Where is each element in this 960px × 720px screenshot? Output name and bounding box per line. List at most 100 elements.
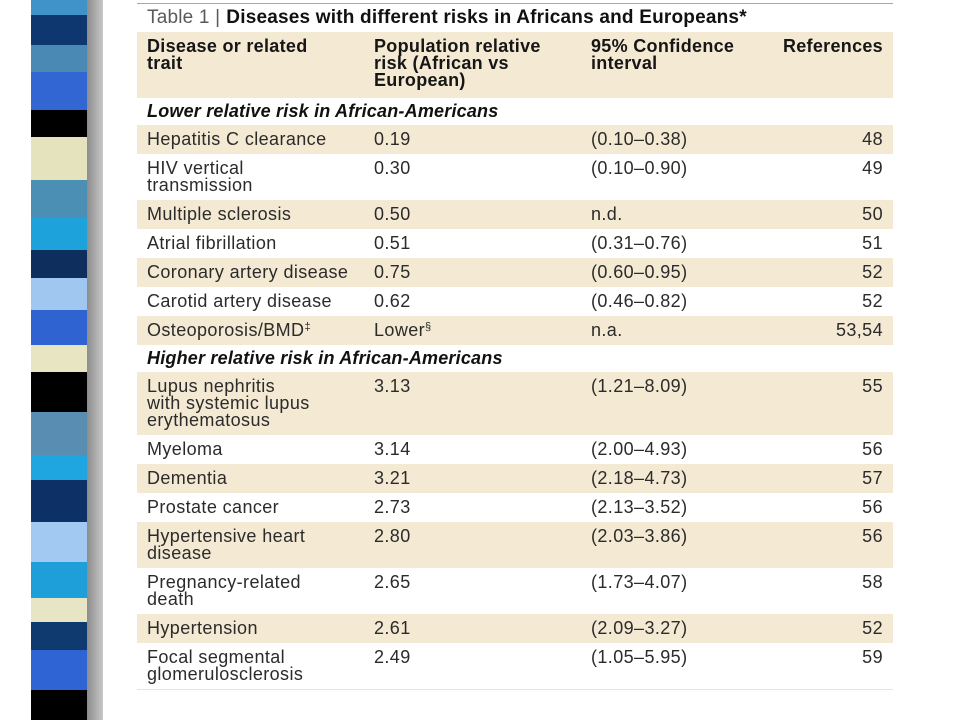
relative-risk-text: 2.80 xyxy=(374,526,411,546)
table-caption: Diseases with different risks in African… xyxy=(226,7,747,28)
cell-relative-risk: 0.19 xyxy=(364,125,581,154)
cell-relative-risk: 2.61 xyxy=(364,614,581,643)
decor-block xyxy=(31,45,87,72)
decor-block xyxy=(31,180,87,218)
table-title: Table 1 | Diseases with different risks i… xyxy=(137,4,893,32)
cell-confidence-interval: (0.10–0.90) xyxy=(591,158,688,178)
relative-risk-text: 0.30 xyxy=(374,158,411,178)
cell-relative-risk: 2.73 xyxy=(364,493,581,522)
decor-block xyxy=(31,562,87,598)
table-row: Carotid artery disease 0.62 (0.46–0.82) 52 xyxy=(137,287,893,316)
table-row: HIV vertical transmission 0.30 (0.10–0.90)… xyxy=(137,154,893,200)
decorative-strip xyxy=(31,0,87,720)
cell-relative-risk: 3.13 xyxy=(364,372,581,435)
cell-confidence-interval: (2.09–3.27) xyxy=(591,618,688,638)
disease-trait-text: Myeloma xyxy=(147,439,223,459)
decor-block xyxy=(31,310,87,345)
cell-relative-risk: 0.75 xyxy=(364,258,581,287)
cell-relative-risk: 0.30 xyxy=(364,154,581,200)
relative-risk-text: 2.65 xyxy=(374,572,411,592)
decor-block xyxy=(31,650,87,690)
decor-block xyxy=(31,72,87,110)
cell-references: 55 xyxy=(862,376,883,396)
disease-trait-text: Hypertension xyxy=(147,618,258,638)
cell-relative-risk: 3.21 xyxy=(364,464,581,493)
decor-block xyxy=(31,0,87,15)
table-row: Pregnancy-related death 2.65 (1.73–4.07) 58 xyxy=(137,568,893,614)
cell-disease-trait: Carotid artery disease xyxy=(137,287,364,316)
cell-confidence-interval: (2.03–3.86) xyxy=(591,526,688,546)
disease-trait-text: Coronary artery disease xyxy=(147,262,349,282)
section-label: Lower relative risk in African-Americans xyxy=(147,101,499,121)
cell-confidence-interval: n.d. xyxy=(591,204,623,224)
decor-block xyxy=(31,372,87,412)
disease-trait-text: Atrial fibrillation xyxy=(147,233,277,253)
decor-block xyxy=(31,455,87,480)
relative-risk-text: 3.21 xyxy=(374,468,411,488)
cell-disease-trait: Atrial fibrillation xyxy=(137,229,364,258)
cell-confidence-interval: (0.31–0.76) xyxy=(591,233,688,253)
table-number-label: Table 1 | xyxy=(147,7,221,28)
cell-disease-trait: Multiple sclerosis xyxy=(137,200,364,229)
footnote-mark: ‡ xyxy=(304,321,311,333)
decor-block xyxy=(31,622,87,650)
cell-disease-trait: Focal segmental glomerulosclerosis xyxy=(137,643,364,689)
relative-risk-text: 2.49 xyxy=(374,647,411,667)
cell-confidence-interval: (2.00–4.93) xyxy=(591,439,688,459)
cell-relative-risk: Lower§ xyxy=(364,316,581,345)
table-row: Hypertensive heart disease 2.80 (2.03–3.86… xyxy=(137,522,893,568)
section-header-row: Lower relative risk in African-Americans xyxy=(137,98,893,125)
disease-trait-text: Carotid artery disease xyxy=(147,291,332,311)
header-references: References xyxy=(782,36,883,56)
cell-references: 57 xyxy=(862,468,883,488)
cell-disease-trait: Lupus nephritis with systemic lupus eryt… xyxy=(137,372,364,435)
cell-references: 52 xyxy=(862,262,883,282)
cell-relative-risk: 3.14 xyxy=(364,435,581,464)
decor-block xyxy=(31,690,87,720)
decor-block xyxy=(31,278,87,310)
cell-references: 52 xyxy=(862,291,883,311)
cell-references: 51 xyxy=(862,233,883,253)
cell-relative-risk: 2.49 xyxy=(364,643,581,689)
table-row: Atrial fibrillation 0.51 (0.31–0.76) 51 xyxy=(137,229,893,258)
table-row: Prostate cancer 2.73 (2.13–3.52) 56 xyxy=(137,493,893,522)
cell-confidence-interval: (1.21–8.09) xyxy=(591,376,688,396)
cell-relative-risk: 0.51 xyxy=(364,229,581,258)
header-confidence-interval: 95% Confidence interval xyxy=(591,36,735,73)
decor-block xyxy=(31,250,87,278)
relative-risk-text: 0.75 xyxy=(374,262,411,282)
cell-disease-trait: Osteoporosis/BMD‡ xyxy=(137,316,364,345)
table-row: Osteoporosis/BMD‡ Lower§ n.a. 53,54 xyxy=(137,316,893,345)
cell-confidence-interval: n.a. xyxy=(591,320,623,340)
cell-disease-trait: HIV vertical transmission xyxy=(137,154,364,200)
relative-risk-text: 0.19 xyxy=(374,129,411,149)
cell-disease-trait: Dementia xyxy=(137,464,364,493)
decor-block xyxy=(31,480,87,522)
header-relative-risk: Population relative risk (African vs Eur… xyxy=(374,36,541,90)
disease-trait-text: Focal segmental glomerulosclerosis xyxy=(147,647,304,684)
cell-disease-trait: Pregnancy-related death xyxy=(137,568,364,614)
relative-risk-text: 0.50 xyxy=(374,204,411,224)
disease-trait-text: Osteoporosis/BMD xyxy=(147,320,305,340)
cell-references: 52 xyxy=(862,618,883,638)
table-figure: Table 1 | Diseases with different risks i… xyxy=(137,3,893,690)
table-header-row: Disease or related trait Population rela… xyxy=(137,32,893,98)
section-header-row: Higher relative risk in African-American… xyxy=(137,345,893,372)
relative-risk-text: 3.13 xyxy=(374,376,411,396)
table-body: Lower relative risk in African-Americans… xyxy=(137,98,893,689)
footnote-mark: § xyxy=(425,321,432,333)
table-row: Hepatitis C clearance 0.19 (0.10–0.38) 48 xyxy=(137,125,893,154)
cell-disease-trait: Prostate cancer xyxy=(137,493,364,522)
cell-disease-trait: Hepatitis C clearance xyxy=(137,125,364,154)
table-row: Dementia 3.21 (2.18–4.73) 57 xyxy=(137,464,893,493)
relative-risk-text: 0.51 xyxy=(374,233,411,253)
decor-block xyxy=(31,110,87,137)
decor-block xyxy=(31,345,87,372)
decorative-strip-shadow xyxy=(87,0,103,720)
cell-references: 58 xyxy=(862,572,883,592)
decor-block xyxy=(31,412,87,455)
decor-block xyxy=(31,15,87,45)
section-label: Higher relative risk in African-American… xyxy=(147,348,503,368)
cell-references: 49 xyxy=(862,158,883,178)
